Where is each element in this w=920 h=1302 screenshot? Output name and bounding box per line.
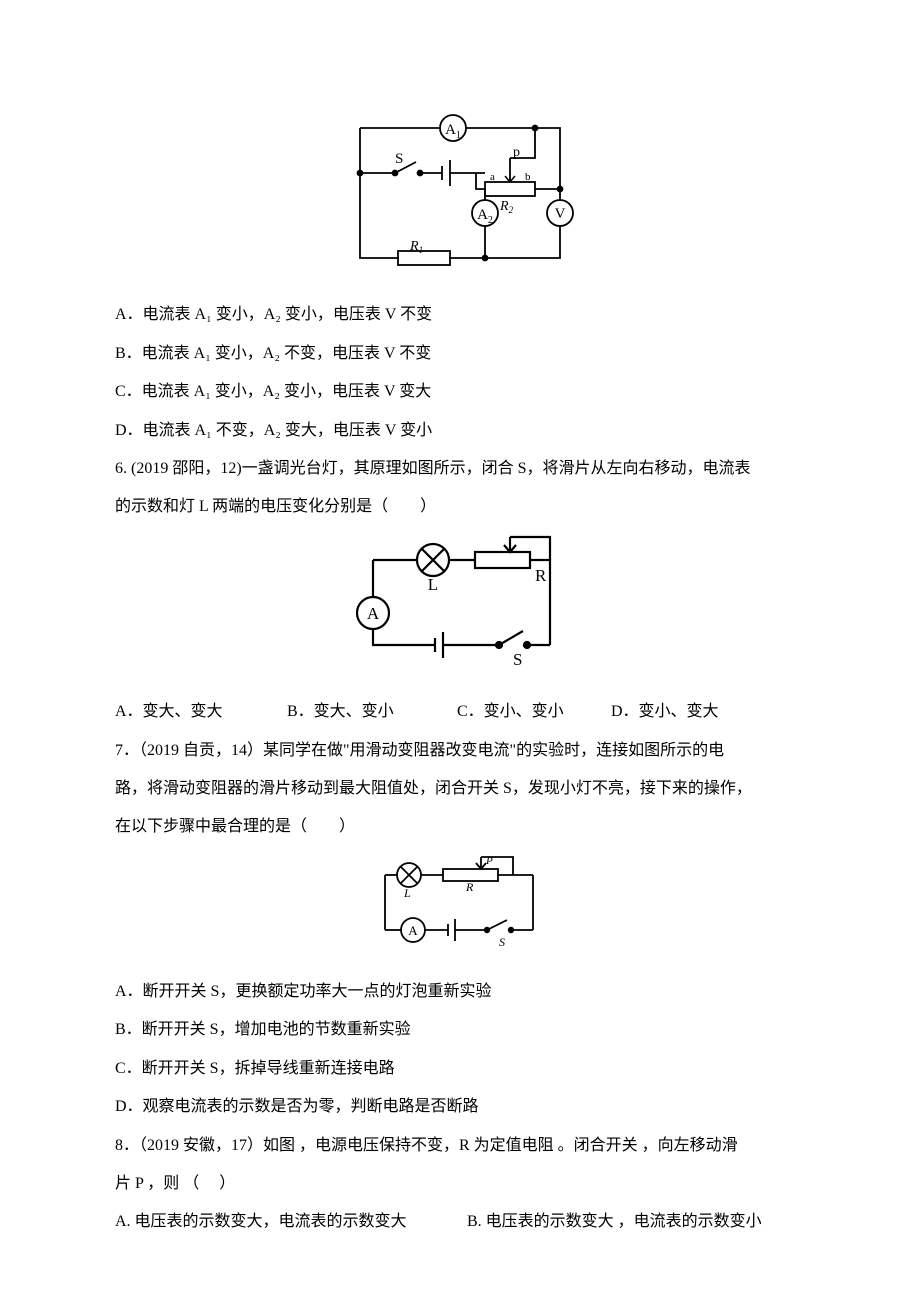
q7-option-b: B．断开开关 S，增加电池的节数重新实验 — [115, 1011, 805, 1049]
q5-option-c: C．电流表 A₁ 变小，A₂ 变小，电压表 V 变大 — [115, 373, 805, 411]
q7-stem-line1: 7．（2019 自贡，14）某同学在做"用滑动变阻器改变电流"的实验时，连接如图… — [115, 732, 805, 770]
svg-text:V: V — [555, 206, 566, 222]
q6-stem-line1: 6. (2019 邵阳，12)一盏调光台灯，其原理如图所示，闭合 S，将滑片从左… — [115, 450, 805, 488]
svg-text:S: S — [513, 650, 522, 669]
q7-option-c: C．断开开关 S，拆掉导线重新连接电路 — [115, 1050, 805, 1088]
svg-text:L: L — [403, 886, 411, 900]
svg-text:a: a — [490, 171, 495, 183]
q6-option-c: C．变小、变小 — [457, 693, 607, 731]
svg-text:P: P — [485, 855, 493, 867]
q6-option-b: B．变大、变小 — [287, 693, 453, 731]
q8-option-a: A. 电压表的示数变大，电流表的示数变大 — [115, 1203, 463, 1241]
q5-option-b: B．电流表 A₁ 变小，A₂ 不变，电压表 V 不变 — [115, 335, 805, 373]
svg-text:b: b — [525, 171, 531, 183]
svg-text:R2: R2 — [499, 199, 514, 215]
svg-text:S: S — [499, 935, 505, 949]
q5-option-a: A．电流表 A₁ 变小，A₂ 变小，电压表 V 不变 — [115, 296, 805, 334]
svg-text:R: R — [465, 880, 474, 894]
q8-stem-line2: 片 P ，则 （ ） — [115, 1165, 805, 1203]
q6-option-d: D．变小、变大 — [611, 693, 719, 731]
q6-circuit-diagram: A L R S — [115, 535, 805, 685]
svg-text:R: R — [535, 566, 547, 585]
q6-stem-line2: 的示数和灯 L 两端的电压变化分别是（ ） — [115, 488, 805, 526]
q5-circuit-diagram: A1 A2 V S p a b R2 R1 — [115, 108, 805, 288]
svg-text:A: A — [367, 604, 380, 623]
q7-circuit-diagram: L A R P S — [115, 855, 805, 965]
q5-option-d: D．电流表 A₁ 不变，A₂ 变大，电压表 V 变小 — [115, 412, 805, 450]
svg-text:S: S — [395, 151, 403, 167]
q8-options-line: A. 电压表的示数变大，电流表的示数变大 B. 电压表的示数变大 ，电流表的示数… — [115, 1203, 805, 1241]
q8-option-b: B. 电压表的示数变大 ，电流表的示数变小 — [467, 1203, 762, 1241]
svg-text:p: p — [513, 145, 520, 160]
q7-option-d: D．观察电流表的示数是否为零，判断电路是否断路 — [115, 1088, 805, 1126]
q6-option-a: A．变大、变大 — [115, 693, 283, 731]
svg-text:A: A — [408, 923, 418, 938]
svg-text:R1: R1 — [409, 239, 423, 255]
q7-option-a: A．断开开关 S，更换额定功率大一点的灯泡重新实验 — [115, 973, 805, 1011]
q8-stem-line1: 8．（2019 安徽，17）如图 ，电源电压保持不变，R 为定值电阻 。闭合开关… — [115, 1127, 805, 1165]
q7-stem-line2: 路，将滑动变阻器的滑片移动到最大阻值处，闭合开关 S，发现小灯不亮，接下来的操作… — [115, 770, 805, 808]
q6-options-line: A．变大、变大 B．变大、变小 C．变小、变小 D．变小、变大 — [115, 693, 805, 731]
q7-stem-line3: 在以下步骤中最合理的是（ ） — [115, 808, 805, 846]
svg-text:L: L — [428, 575, 438, 594]
